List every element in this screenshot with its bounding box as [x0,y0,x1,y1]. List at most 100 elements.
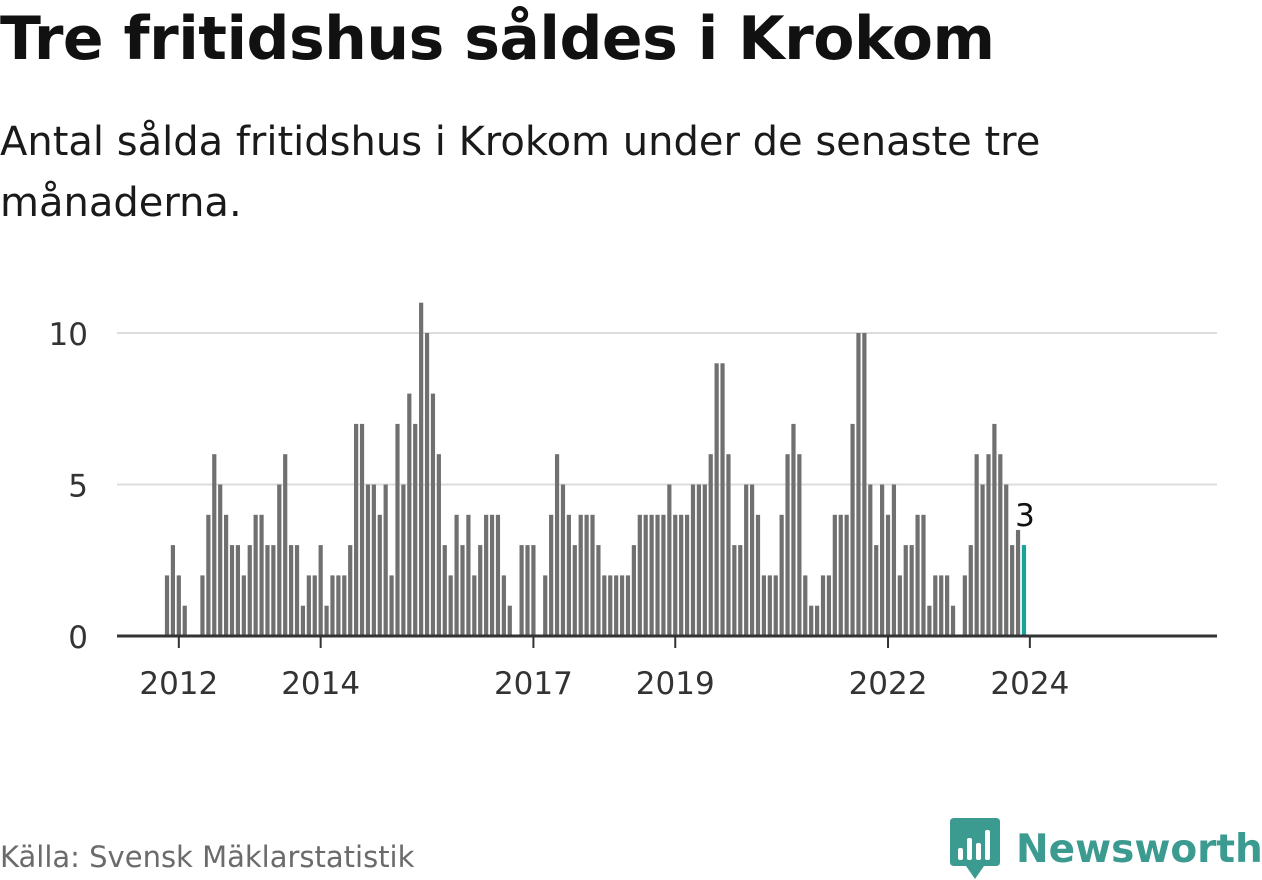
newsworthy-logo[interactable]: Newsworthy [950,818,1262,880]
bar [164,575,170,636]
bar [419,302,424,636]
newsworthy-logo-icon [950,818,1000,879]
bar [218,484,223,636]
bar [413,423,418,636]
bar [342,575,347,636]
bar [950,605,956,636]
bar [590,514,595,636]
bar [572,545,577,636]
bar [224,514,229,636]
bar-highlight [1021,545,1027,636]
bar [489,514,495,636]
x-tick-label: 2017 [494,666,573,702]
bar [998,454,1003,636]
bar [986,454,991,636]
bar [667,484,672,636]
bar [755,514,761,636]
bar [525,545,530,636]
bar [921,514,926,636]
bar [354,423,359,636]
bar [430,393,436,636]
bar [277,484,282,636]
bar [312,575,317,636]
brand-name: Newsworthy [1016,826,1262,872]
bar [767,575,772,636]
bar [773,575,778,636]
bar [460,545,465,636]
bar [182,605,187,636]
bar [253,514,258,636]
bar [625,575,631,636]
bar [637,514,642,636]
bar [377,514,382,636]
bar [200,575,205,636]
bar [856,333,861,636]
bar [732,545,737,636]
bar [289,545,294,636]
bar [549,514,554,636]
x-tick-label: 2024 [990,666,1069,702]
x-tick-label: 2022 [849,666,928,702]
bar [466,514,471,636]
bar [436,454,441,636]
bar [359,423,365,636]
bar [448,575,453,636]
bar [608,575,613,636]
bar [868,484,873,636]
bar [720,363,725,636]
bar [383,484,388,636]
bar [578,514,583,636]
bar [797,454,802,636]
bar [915,514,920,636]
bar [761,575,767,636]
bar [271,545,276,636]
bar [909,545,914,636]
bar [336,575,341,636]
x-axis-ticks: 2012 2014 2017 2019 2022 2024 [139,636,1069,702]
bar [815,605,820,636]
bar [241,575,246,636]
bar [495,514,501,636]
bar [980,484,985,636]
bar [939,575,944,636]
x-tick-label: 2012 [139,666,218,702]
bar [247,545,252,636]
bar [661,514,666,636]
bar [484,514,489,636]
bar [927,605,932,636]
y-axis-ticks: 0 5 10 [49,317,88,656]
chart-subtitle: Antal sålda fritidshus i Krokom under de… [0,119,1041,226]
x-tick-label: 2014 [281,666,360,702]
bar [945,575,950,636]
bar [785,454,790,636]
bar [212,454,217,636]
bar [235,545,241,636]
bar [324,605,329,636]
bar [176,575,181,636]
bar [708,454,713,636]
bar [560,484,566,636]
y-tick-label: 5 [68,469,88,505]
bar [454,514,459,636]
bar [832,514,837,636]
bar [229,545,235,636]
x-tick-label: 2019 [636,666,715,702]
bar [643,514,648,636]
bar [1015,529,1021,636]
bar [472,575,477,636]
bar [306,575,311,636]
bar [744,484,749,636]
bar [614,575,619,636]
bar [442,545,447,636]
bar [838,514,843,636]
bar [259,514,264,636]
bar [365,484,371,636]
bar [318,545,323,636]
bar [619,575,625,636]
bar [519,545,524,636]
bar [826,575,832,636]
bar [862,333,867,636]
bars [164,302,1027,636]
bar [962,575,967,636]
